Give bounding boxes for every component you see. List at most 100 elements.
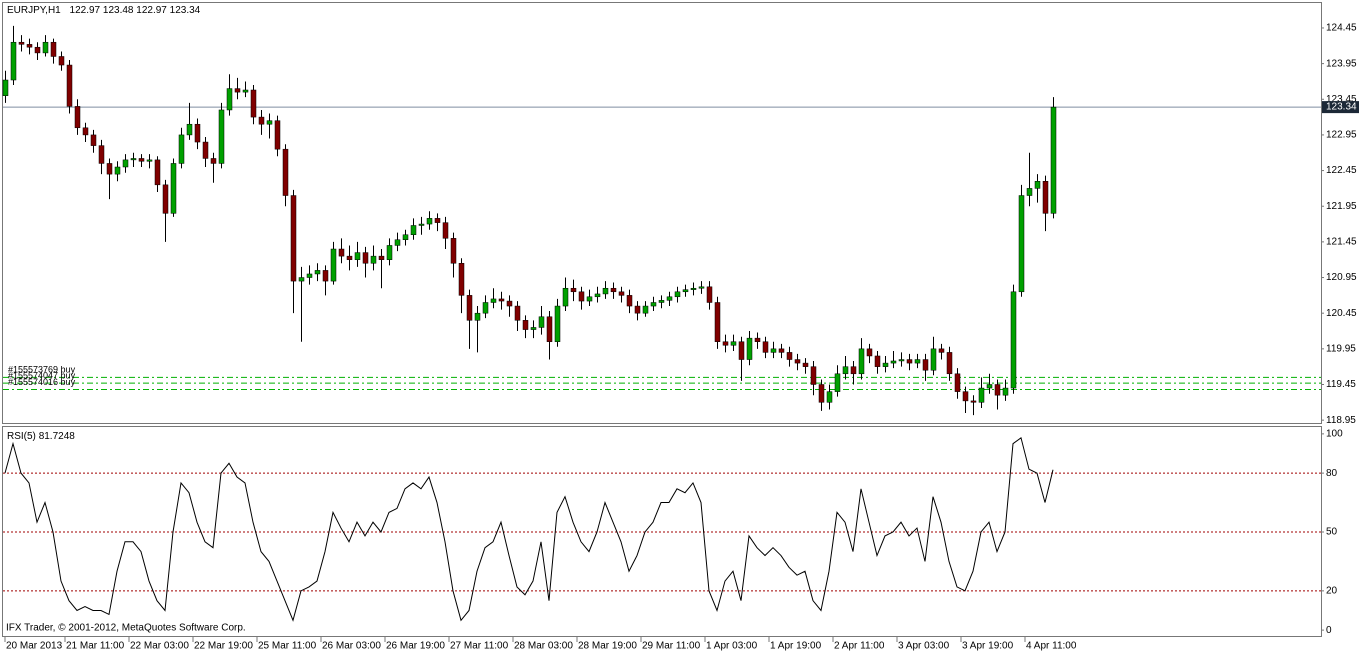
candle-body (82, 127, 89, 136)
y-tick-label: 0 (1326, 625, 1332, 636)
candle-body (338, 248, 345, 257)
y-tick-label: 120.95 (1326, 272, 1357, 283)
candle-body (282, 148, 289, 196)
candle-body (1034, 181, 1041, 189)
x-tick-label: 1 Apr 19:00 (770, 641, 822, 652)
candle-body (554, 305, 561, 342)
candle-body (474, 312, 481, 321)
candle-body (874, 355, 881, 367)
candle-body (314, 270, 321, 275)
candle-body (522, 320, 529, 330)
candle-body (386, 245, 393, 260)
candle-body (402, 234, 409, 240)
candle-body (466, 295, 473, 321)
candle-body (850, 366, 857, 375)
candle-body (698, 286, 705, 289)
candle-body (826, 391, 833, 403)
candle-body (658, 300, 665, 303)
x-tick-label: 22 Mar 03:00 (130, 641, 189, 652)
candle-body (18, 41, 25, 45)
candle-body (258, 116, 265, 125)
candle-body (218, 109, 225, 164)
candle-body (810, 366, 817, 385)
x-tick-label: 20 Mar 2013 (6, 641, 63, 652)
y-tick-label: 100 (1326, 429, 1343, 440)
candle-body (242, 89, 249, 93)
y-tick-label: 118.95 (1326, 415, 1356, 426)
symbol-header: EURJPY,H1 122.97 123.48 122.97 123.34 (7, 5, 201, 16)
candle-body (786, 352, 793, 360)
candle-body (346, 255, 353, 260)
candle-body (578, 291, 585, 302)
candle-body (146, 159, 153, 162)
candle-body (10, 41, 17, 81)
candle-body (26, 44, 33, 48)
candle-body (922, 359, 929, 371)
candle-body (74, 106, 81, 129)
candle-body (434, 218, 441, 223)
y-tick-label: 122.45 (1326, 165, 1357, 176)
candle-body (690, 287, 697, 290)
x-tick-label: 25 Mar 11:00 (258, 641, 317, 652)
candle-body (642, 305, 649, 314)
x-tick-label: 3 Apr 19:00 (962, 641, 1014, 652)
candle-body (994, 384, 1001, 396)
candle-body (226, 88, 233, 111)
candle-body (650, 302, 657, 307)
candle-body (762, 341, 769, 353)
candle-body (482, 302, 489, 314)
candle-body (458, 263, 465, 296)
x-tick-label: 2 Apr 11:00 (834, 641, 885, 652)
rsi-header: RSI(5) 81.7248 (7, 431, 75, 442)
candle-body (130, 158, 137, 161)
rsi-title: RSI(5) (7, 431, 36, 442)
candle-body (106, 163, 113, 175)
candle-body (722, 341, 729, 346)
candle-body (162, 184, 169, 214)
candle-body (186, 123, 193, 136)
rsi-last-value: 81.7248 (39, 431, 76, 442)
candle-body (666, 296, 673, 301)
x-tick-label: 28 Mar 03:00 (514, 641, 573, 652)
candle-body (634, 305, 641, 314)
candle-body (610, 287, 617, 293)
y-tick-label: 121.95 (1326, 201, 1357, 212)
bid-label: 123.34 (1326, 102, 1357, 113)
candle-body (794, 359, 801, 364)
candle-body (34, 46, 41, 54)
candle-body (50, 41, 57, 57)
candle-body (1018, 195, 1025, 293)
candle-body (914, 359, 921, 364)
candle-body (962, 391, 969, 402)
candle-body (882, 362, 889, 367)
x-tick-label: 3 Apr 03:00 (898, 641, 950, 652)
candle-body (626, 295, 633, 307)
y-tick-label: 80 (1326, 468, 1338, 479)
y-tick-label: 123.95 (1326, 58, 1357, 69)
candle-body (354, 252, 361, 260)
y-tick-label: 122.95 (1326, 130, 1357, 141)
candle-body (570, 287, 577, 293)
candle-body (1002, 387, 1009, 396)
candle-body (250, 89, 257, 118)
candle-body (970, 400, 977, 403)
candle-body (1050, 106, 1057, 214)
y-tick-label: 119.45 (1326, 379, 1356, 390)
candle-body (450, 238, 457, 264)
x-tick-label: 28 Mar 19:00 (578, 641, 637, 652)
x-tick-label: 27 Mar 11:00 (450, 641, 509, 652)
x-tick-label: 4 Apr 11:00 (1026, 641, 1077, 652)
candle-body (738, 341, 745, 360)
candle-body (378, 255, 385, 260)
candle-body (986, 384, 993, 389)
candle-body (714, 302, 721, 342)
plot-layer: 124.45 123.95 123.45 122.95 122.45 121.95 121.… (2, 23, 1359, 652)
candle-body (818, 384, 825, 403)
candle-body (426, 218, 433, 225)
candle-body (530, 327, 537, 330)
candle-body (770, 348, 777, 353)
bid-box (1322, 101, 1359, 114)
rsi-panel (2, 426, 1322, 637)
candle-body (58, 56, 65, 66)
